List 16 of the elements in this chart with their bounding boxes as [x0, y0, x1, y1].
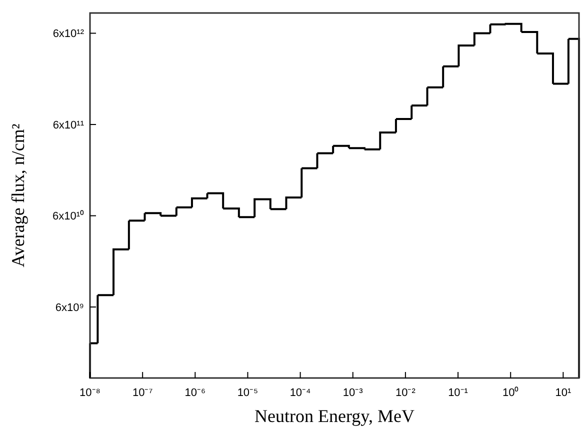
x-tick-label: 10⁻³ [342, 387, 364, 399]
x-tick-label: 10⁰ [502, 386, 519, 399]
x-tick-label: 10¹ [555, 387, 572, 399]
x-tick-label: 10⁻⁷ [132, 387, 153, 399]
x-axis-title: Neutron Energy, MeV [254, 406, 414, 426]
y-tick-label: 6x10¹⁰ [52, 210, 84, 223]
y-tick-label: 6x10⁹ [55, 302, 84, 314]
x-tick-label: 10⁻² [395, 387, 416, 399]
y-tick-label: 6x10¹² [52, 28, 84, 40]
y-tick-label: 6x10¹¹ [52, 119, 84, 132]
y-axis-title: Average flux, n/cm² [8, 124, 28, 268]
x-tick-label: 10⁻⁵ [237, 387, 258, 399]
x-tick-label: 10⁻⁴ [290, 387, 312, 399]
x-tick-label: 10⁻⁶ [184, 387, 206, 399]
x-tick-label: 10⁻¹ [448, 387, 468, 399]
x-tick-label: 10⁻⁸ [80, 387, 100, 399]
